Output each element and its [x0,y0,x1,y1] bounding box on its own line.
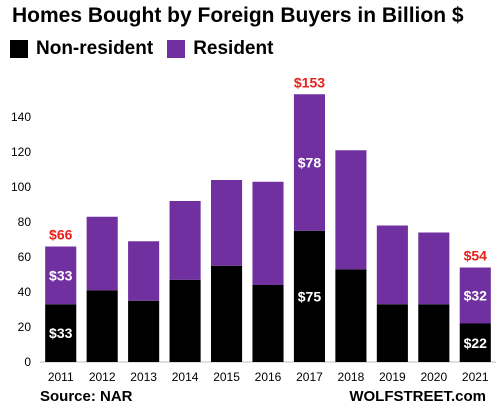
bar-non-resident-2015 [211,265,243,362]
x-tick-label: 2014 [172,370,199,384]
legend-swatch-resident [167,40,186,58]
x-tick-label: 2017 [296,370,323,384]
bar-resident-2021 [459,267,491,324]
y-tick-label: 0 [24,355,31,369]
bar-non-resident-2012 [86,290,118,362]
x-tick-label: 2011 [48,370,74,384]
source-note: Source: NAR [40,388,133,405]
segment-label: $33 [49,325,73,341]
y-tick-label: 60 [18,250,32,264]
segment-label: $32 [464,288,488,304]
x-tick-label: 2019 [379,370,406,384]
bar-resident-2011 [45,246,77,305]
bar-non-resident-2017 [293,230,325,362]
x-tick-label: 2015 [213,370,240,384]
bar-non-resident-2011 [45,304,77,362]
x-tick-label: 2020 [420,370,447,384]
segment-label: $22 [464,335,488,351]
bar-non-resident-2018 [335,269,367,362]
legend-item-resident: Resident [167,38,273,60]
y-tick-label: 140 [11,110,31,124]
site-credit: WOLFSTREET.com [349,388,486,405]
segment-label: $33 [49,267,73,283]
legend-swatch-non-resident [10,40,28,58]
legend-item-non-resident: Non-resident [10,38,153,60]
total-label: $66 [49,227,73,243]
bar-non-resident-2014 [169,279,201,362]
y-tick-label: 100 [11,180,31,194]
x-tick-label: 2021 [462,370,489,384]
bar-non-resident-2021 [459,323,491,362]
x-tick-label: 2018 [338,370,365,384]
bar-non-resident-2020 [418,304,450,362]
bar-resident-2019 [376,225,408,305]
segment-label: $78 [298,155,322,171]
bar-resident-2015 [211,180,243,266]
legend: Non-resident Resident [10,38,287,60]
bar-resident-2020 [418,232,450,305]
y-tick-label: 120 [11,145,31,159]
bar-non-resident-2019 [376,304,408,362]
y-tick-label: 40 [18,285,32,299]
bar-non-resident-2013 [128,300,160,362]
y-tick-label: 20 [18,320,32,334]
x-tick-label: 2013 [130,370,157,384]
legend-label-non-resident: Non-resident [36,38,154,59]
segment-label: $75 [298,288,322,304]
bar-resident-2012 [86,216,118,291]
x-tick-label: 2016 [255,370,282,384]
total-label: $153 [294,74,325,90]
bar-resident-2016 [252,181,284,285]
bar-resident-2018 [335,150,367,270]
total-label: $54 [464,248,488,264]
bar-resident-2017 [293,94,325,231]
x-tick-label: 2012 [89,370,116,384]
bar-non-resident-2016 [252,285,284,362]
legend-label-resident: Resident [193,38,274,59]
y-tick-label: 80 [18,215,32,229]
bar-resident-2014 [169,201,201,280]
chart-title: Homes Bought by Foreign Buyers in Billio… [12,4,464,27]
bar-resident-2013 [128,241,160,301]
